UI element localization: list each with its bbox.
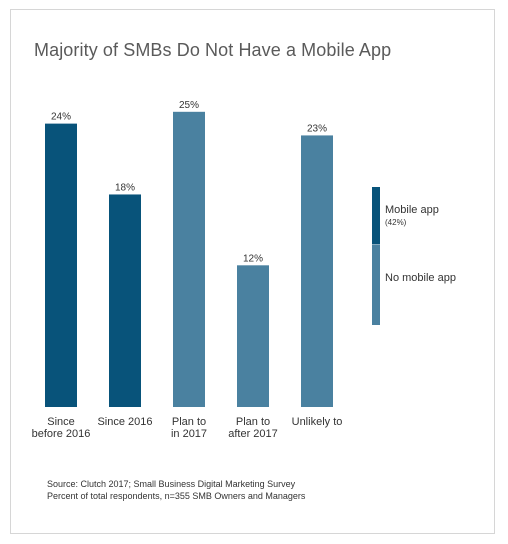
source-line-2: Percent of total respondents, n=355 SMB … [47, 491, 306, 501]
category-label: Since 2016 [97, 416, 152, 428]
source-note: Source: Clutch 2017; Small Business Digi… [47, 478, 305, 502]
category-label: Unlikely to [292, 416, 343, 428]
category-label: Since [47, 416, 75, 428]
chart-title: Majority of SMBs Do Not Have a Mobile Ap… [34, 40, 392, 60]
legend-sublabel: (42%) [385, 218, 407, 227]
category-label: in 2017 [171, 428, 207, 440]
data-label: 18% [115, 182, 135, 193]
legend-label: Mobile app [385, 204, 439, 216]
bar [173, 111, 205, 408]
legend-label: No mobile app [385, 272, 456, 284]
legend-swatch [372, 244, 380, 325]
bar [237, 265, 269, 407]
category-label: after 2017 [228, 428, 278, 440]
legend-swatch [372, 187, 380, 245]
source-line-1: Source: Clutch 2017; Small Business Digi… [47, 479, 296, 489]
bar [109, 194, 141, 407]
data-label: 23% [307, 123, 327, 134]
category-label: Plan to [236, 416, 270, 428]
bar [45, 123, 77, 407]
data-label: 24% [51, 112, 71, 123]
bar [301, 135, 333, 407]
data-label: 25% [179, 100, 199, 111]
category-label: before 2016 [32, 428, 91, 440]
data-label: 12% [243, 253, 263, 264]
category-label: Plan to [172, 416, 206, 428]
